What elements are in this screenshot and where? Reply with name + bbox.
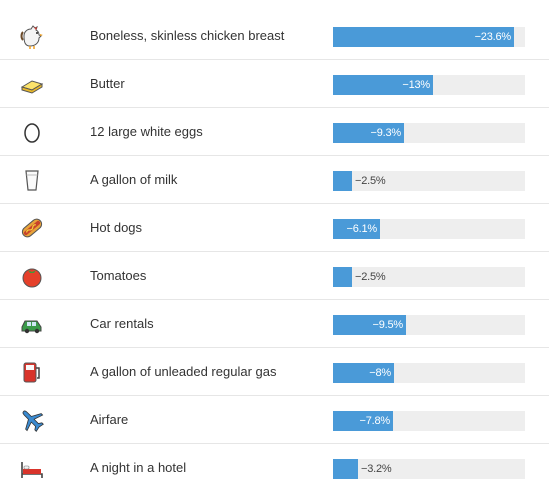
table-row: 12 large white eggs −9.3%: [0, 108, 549, 156]
table-row: Tomatoes −2.5%: [0, 252, 549, 300]
bar: [333, 171, 352, 191]
table-row: Car rentals −9.5%: [0, 300, 549, 348]
data-label: −6.1%: [346, 223, 378, 235]
table-row: Hot dogs −6.1%: [0, 204, 549, 252]
butter-icon: [18, 70, 46, 98]
bar: [333, 27, 514, 47]
category-label: 12 large white eggs: [90, 124, 203, 139]
data-label: −7.8%: [359, 415, 391, 427]
bar-track: −9.3%: [333, 123, 525, 143]
bar-track: −13%: [333, 75, 525, 95]
bar: [333, 363, 394, 383]
data-label: −3.2%: [361, 463, 392, 475]
table-row: Boneless, skinless chicken breast −23.6%: [0, 12, 549, 60]
category-label: Hot dogs: [90, 220, 143, 235]
tomato-icon: [18, 262, 46, 290]
egg-icon: [18, 118, 46, 146]
category-label: A night in a hotel: [90, 460, 187, 475]
data-label: −8%: [369, 367, 391, 379]
bar-track: −7.8%: [333, 411, 525, 431]
category-label: Car rentals: [90, 316, 154, 331]
bar-track: −2.5%: [333, 171, 525, 191]
bar-track: −3.2%: [333, 459, 525, 479]
category-label: Butter: [90, 76, 125, 91]
category-label: Tomatoes: [90, 268, 147, 283]
bar: [333, 411, 393, 431]
category-label: Boneless, skinless chicken breast: [90, 28, 285, 43]
airplane-icon: [18, 406, 46, 434]
bar: [333, 75, 433, 95]
table-row: A gallon of unleaded regular gas −8%: [0, 348, 549, 396]
table-row: A gallon of milk −2.5%: [0, 156, 549, 204]
data-label: −13%: [402, 79, 430, 91]
bar-track: −8%: [333, 363, 525, 383]
bar: [333, 123, 404, 143]
bar-track: −2.5%: [333, 267, 525, 287]
hot-dog-icon: [18, 214, 46, 242]
category-label: Airfare: [90, 412, 129, 427]
data-label: −9.5%: [372, 319, 404, 331]
bar: [333, 219, 380, 239]
car-icon: [18, 310, 46, 338]
data-label: −2.5%: [355, 175, 386, 187]
table-row: Butter −13%: [0, 60, 549, 108]
bar: [333, 459, 358, 479]
bar-track: −23.6%: [333, 27, 525, 47]
category-label: A gallon of milk: [90, 172, 178, 187]
hotel-bed-icon: [18, 454, 46, 482]
bar: [333, 267, 352, 287]
data-label: −2.5%: [355, 271, 386, 283]
rooster-icon: [18, 22, 46, 50]
category-label: A gallon of unleaded regular gas: [90, 364, 277, 379]
fuel-pump-icon: [18, 358, 46, 386]
table-row: Airfare −7.8%: [0, 396, 549, 444]
data-label: −9.3%: [370, 127, 402, 139]
bar: [333, 315, 406, 335]
bar-track: −9.5%: [333, 315, 525, 335]
bar-track: −6.1%: [333, 219, 525, 239]
data-label: −23.6%: [474, 31, 512, 43]
table-row: A night in a hotel −3.2%: [0, 444, 549, 492]
milk-glass-icon: [18, 166, 46, 194]
